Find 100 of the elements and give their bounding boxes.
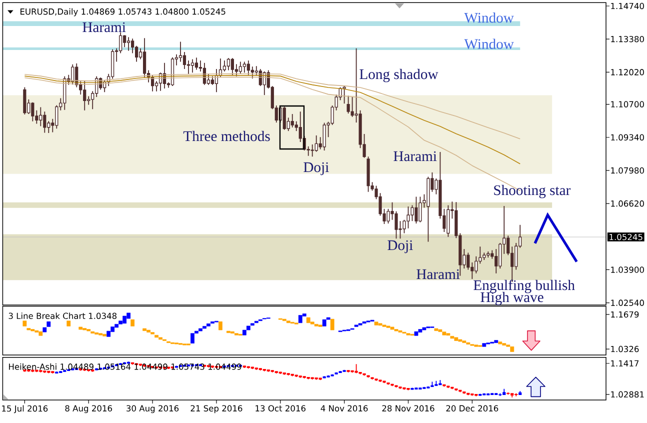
- candlestick: [386, 208, 390, 224]
- x-tick-label: 21 Sep 2016: [190, 405, 242, 414]
- bar: [498, 342, 502, 344]
- annotation: Harami: [416, 269, 460, 280]
- bar: [422, 327, 426, 330]
- y-tick-label: 1.03900: [611, 266, 644, 273]
- bar: [306, 317, 310, 324]
- candlestick: [222, 60, 226, 72]
- band-label: Window: [464, 38, 514, 50]
- y-tick-label: 1.0326: [611, 346, 639, 352]
- annotation: Long shadow: [360, 68, 438, 82]
- x-tick-label: 30 Aug 2016: [126, 405, 179, 414]
- bar: [158, 337, 162, 340]
- bar: [390, 326, 394, 330]
- candlestick: [142, 38, 146, 78]
- bar: [374, 322, 378, 326]
- y-tick-label: 1.10700: [611, 101, 644, 108]
- candlestick: [127, 36, 130, 52]
- y-tick-label: 1.09340: [611, 134, 644, 141]
- bar: [330, 318, 334, 330]
- candlestick: [322, 122, 326, 151]
- bar: [418, 329, 422, 332]
- bar: [154, 334, 158, 338]
- candlestick: [350, 96, 354, 118]
- bar: [206, 323, 210, 326]
- y-tick-label: 1.1679: [611, 311, 639, 318]
- bar: [202, 326, 206, 329]
- candlestick: [71, 64, 74, 86]
- candlestick: [414, 196, 418, 224]
- y-tick-label: 1.06620: [611, 200, 644, 207]
- bar: [494, 340, 498, 343]
- candlestick: [230, 58, 234, 76]
- candlestick: [242, 61, 246, 74]
- candlestick: [346, 95, 350, 114]
- candlestick: [310, 144, 314, 158]
- candlestick: [119, 32, 122, 54]
- bar: [22, 320, 27, 326]
- candlestick: [131, 38, 134, 54]
- annotation: Doji: [388, 240, 413, 254]
- band-label: Window: [464, 12, 514, 23]
- candlestick: [290, 114, 294, 128]
- candlestick: [178, 41, 182, 62]
- bar: [434, 328, 438, 331]
- bar: [198, 328, 202, 332]
- candlestick: [43, 111, 46, 134]
- annotation: Doji: [304, 162, 329, 176]
- candlestick: [410, 204, 414, 222]
- bar: [446, 333, 450, 336]
- x-tick-label: 15 Jul 2016: [2, 405, 48, 414]
- ref-line-label: 1.05245: [610, 234, 642, 240]
- bar: [454, 337, 458, 341]
- y-tick-label: 1.02881: [611, 391, 644, 398]
- annotation: Harami: [82, 22, 126, 32]
- candlestick: [314, 134, 318, 152]
- bar: [510, 346, 514, 352]
- y-tick-label: 1.1417: [611, 360, 639, 366]
- candlestick: [446, 204, 450, 238]
- text: EURUSD,Daily 1.04869 1.05743 1.04800 1.05245: [20, 8, 226, 16]
- bar: [146, 330, 150, 332]
- candlestick: [238, 61, 242, 74]
- candlestick: [194, 57, 198, 70]
- bar: [414, 331, 418, 336]
- y-tick-label: 1.02540: [611, 300, 644, 306]
- bar: [142, 328, 146, 331]
- candlestick: [31, 102, 34, 122]
- candlestick: [418, 196, 422, 223]
- x-tick-label: 13 Oct 2016: [256, 405, 306, 412]
- bar: [322, 319, 326, 326]
- candlestick: [190, 58, 194, 74]
- bar: [438, 329, 442, 332]
- annotation: Harami: [394, 151, 437, 162]
- candlestick: [250, 66, 254, 79]
- annotation: Engulfing bullish: [474, 280, 575, 294]
- text: 3 Line Break Chart 1.0348: [8, 312, 117, 320]
- bar: [450, 336, 454, 339]
- bar: [298, 315, 302, 324]
- candlestick: [406, 206, 410, 229]
- annotation: Shooting star: [494, 184, 571, 198]
- candlestick: [23, 86, 26, 115]
- bar: [242, 330, 246, 336]
- x-tick-label: 20 Dec 2016: [446, 405, 498, 412]
- bar: [38, 331, 43, 336]
- candlestick: [466, 252, 470, 270]
- bar: [114, 324, 119, 328]
- candlestick: [246, 60, 250, 76]
- x-tick-label: 8 Aug 2016: [65, 405, 112, 414]
- bar: [106, 330, 111, 337]
- candlestick: [182, 52, 186, 70]
- bar: [78, 326, 83, 330]
- bar: [190, 333, 194, 344]
- bar: [482, 343, 486, 347]
- x-tick-label: 28 Nov 2016: [382, 405, 434, 412]
- bar: [102, 334, 107, 336]
- y-tick-label: 1.12020: [611, 69, 644, 76]
- candlestick: [123, 34, 126, 48]
- bar: [442, 332, 446, 336]
- y-tick-label: 1.13380: [611, 36, 644, 42]
- candlestick: [394, 210, 398, 240]
- bar: [286, 320, 290, 324]
- candlestick: [226, 58, 230, 71]
